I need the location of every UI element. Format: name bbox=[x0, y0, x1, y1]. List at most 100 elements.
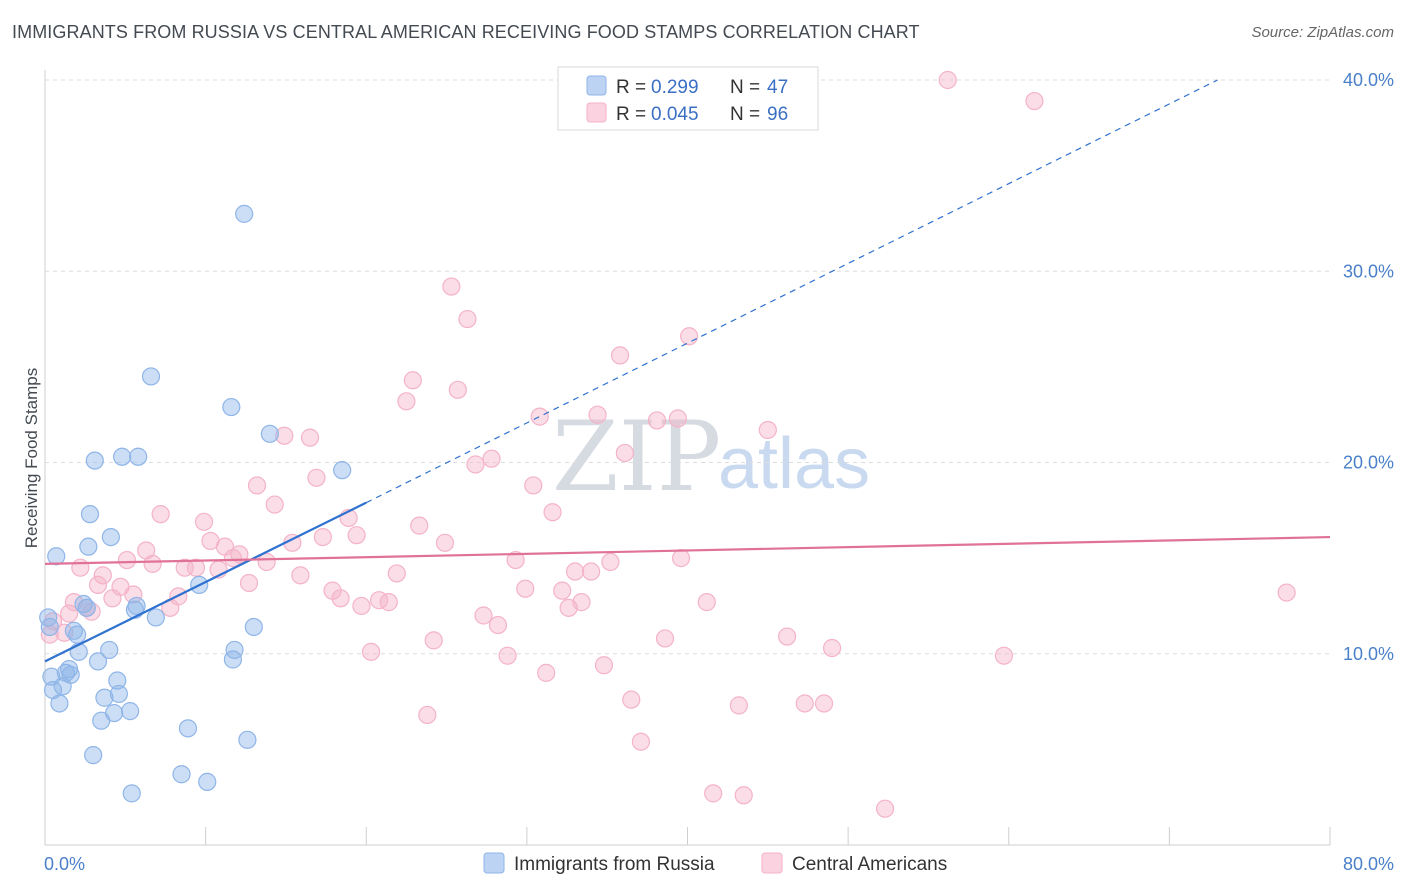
watermark-atlas: atlas bbox=[718, 424, 870, 504]
russia-point bbox=[260, 424, 279, 443]
legend-n-label-central: N = bbox=[730, 104, 760, 125]
legend-swatch-russia bbox=[586, 75, 607, 96]
central-american-point bbox=[257, 552, 276, 572]
central-american-point bbox=[458, 309, 477, 329]
central-american-point bbox=[777, 627, 797, 646]
central-american-point bbox=[352, 596, 371, 616]
legend-r-value-central: 0.045 bbox=[651, 104, 699, 125]
russia-point bbox=[178, 719, 198, 738]
central-american-point bbox=[671, 549, 691, 568]
central-american-point bbox=[397, 392, 416, 411]
central-american-point bbox=[582, 562, 601, 581]
russia-point bbox=[222, 397, 241, 417]
russia-point bbox=[141, 367, 161, 386]
russia-point bbox=[77, 598, 96, 617]
russia-point bbox=[101, 527, 120, 547]
central-american-point bbox=[1025, 91, 1044, 111]
central-american-point bbox=[387, 564, 406, 583]
russia-point bbox=[80, 505, 100, 524]
central-american-point bbox=[466, 455, 485, 474]
central-american-point bbox=[194, 512, 214, 531]
central-american-point bbox=[247, 476, 267, 495]
central-american-point bbox=[565, 562, 585, 581]
central-american-point bbox=[680, 327, 699, 346]
russia-point bbox=[129, 447, 148, 466]
legend-r-label-central: R = bbox=[616, 104, 646, 125]
central-american-point bbox=[615, 443, 634, 463]
central-american-point bbox=[631, 732, 651, 751]
russia-point bbox=[109, 684, 128, 704]
russia-point bbox=[333, 461, 352, 480]
russia-point bbox=[84, 746, 103, 765]
x-tick-label-max: 80.0% bbox=[1343, 854, 1394, 874]
central-american-point bbox=[622, 690, 641, 709]
central-american-point bbox=[647, 411, 667, 430]
central-american-point bbox=[403, 371, 422, 390]
russia-point bbox=[127, 596, 146, 616]
series-legend: Immigrants from Russia Central Americans bbox=[483, 852, 947, 875]
central-american-point bbox=[506, 550, 525, 570]
central-american-point bbox=[230, 545, 249, 564]
central-american-point bbox=[410, 516, 429, 535]
russia-point bbox=[88, 652, 108, 671]
central-american-point bbox=[610, 346, 630, 365]
russia-point bbox=[68, 625, 87, 644]
russia-point bbox=[100, 640, 119, 660]
central-american-point bbox=[151, 505, 170, 524]
central-american-point bbox=[498, 646, 517, 665]
central-american-point bbox=[1277, 583, 1296, 602]
russia-point bbox=[61, 665, 80, 684]
russia-point bbox=[85, 451, 104, 470]
central-american-point bbox=[814, 694, 834, 713]
x-axis-ticks bbox=[44, 827, 1331, 845]
central-american-point bbox=[524, 476, 543, 495]
central-american-point bbox=[668, 409, 687, 428]
legend-n-value-russia: 47 bbox=[767, 77, 788, 98]
chart-title: IMMIGRANTS FROM RUSSIA VS CENTRAL AMERIC… bbox=[12, 22, 920, 42]
russia-point bbox=[40, 617, 59, 637]
russia-point bbox=[235, 204, 254, 223]
legend-r-value-russia: 0.299 bbox=[651, 77, 699, 98]
y-tick-label: 40.0% bbox=[1343, 70, 1394, 90]
central-american-point bbox=[435, 533, 455, 552]
series-legend-swatch-russia bbox=[483, 852, 505, 874]
watermark-zip: ZIP bbox=[552, 401, 721, 513]
russia-trend-extension bbox=[365, 79, 1218, 504]
central-american-point bbox=[697, 593, 716, 612]
central-american-point bbox=[291, 566, 310, 585]
grid-lines bbox=[45, 79, 1330, 655]
russia-point bbox=[238, 730, 257, 749]
russia-point bbox=[121, 702, 140, 721]
central-american-point bbox=[93, 566, 112, 585]
central-american-point bbox=[442, 277, 461, 296]
legend-r-label-russia: R = bbox=[616, 77, 646, 98]
trend-lines bbox=[44, 79, 1331, 663]
central-american-point bbox=[655, 629, 675, 648]
central-american-point bbox=[474, 606, 493, 625]
central-american-point bbox=[938, 70, 957, 90]
russia-points bbox=[39, 204, 352, 803]
central-american-point bbox=[143, 554, 162, 573]
legend-swatch-central bbox=[586, 102, 607, 123]
central-american-point bbox=[59, 604, 79, 623]
russia-point bbox=[50, 694, 69, 713]
russia-point bbox=[112, 447, 132, 466]
central-american-point bbox=[418, 705, 437, 725]
central-trend-line bbox=[44, 535, 1331, 565]
central-american-point bbox=[361, 642, 381, 661]
central-american-point bbox=[875, 799, 895, 818]
central-american-point bbox=[553, 581, 572, 600]
russia-point bbox=[95, 688, 114, 707]
legend-n-value-central: 96 bbox=[767, 104, 788, 125]
central-american-point bbox=[572, 593, 591, 612]
central-american-point bbox=[265, 495, 284, 514]
russia-point bbox=[172, 765, 191, 784]
central-american-point bbox=[448, 380, 467, 399]
central-american-point bbox=[795, 694, 814, 713]
central-american-point bbox=[275, 426, 294, 445]
central-american-point bbox=[594, 656, 614, 675]
central-american-point bbox=[300, 428, 320, 447]
series-legend-label-russia: Immigrants from Russia bbox=[514, 854, 715, 875]
series-legend-label-central: Central Americans bbox=[792, 854, 947, 875]
